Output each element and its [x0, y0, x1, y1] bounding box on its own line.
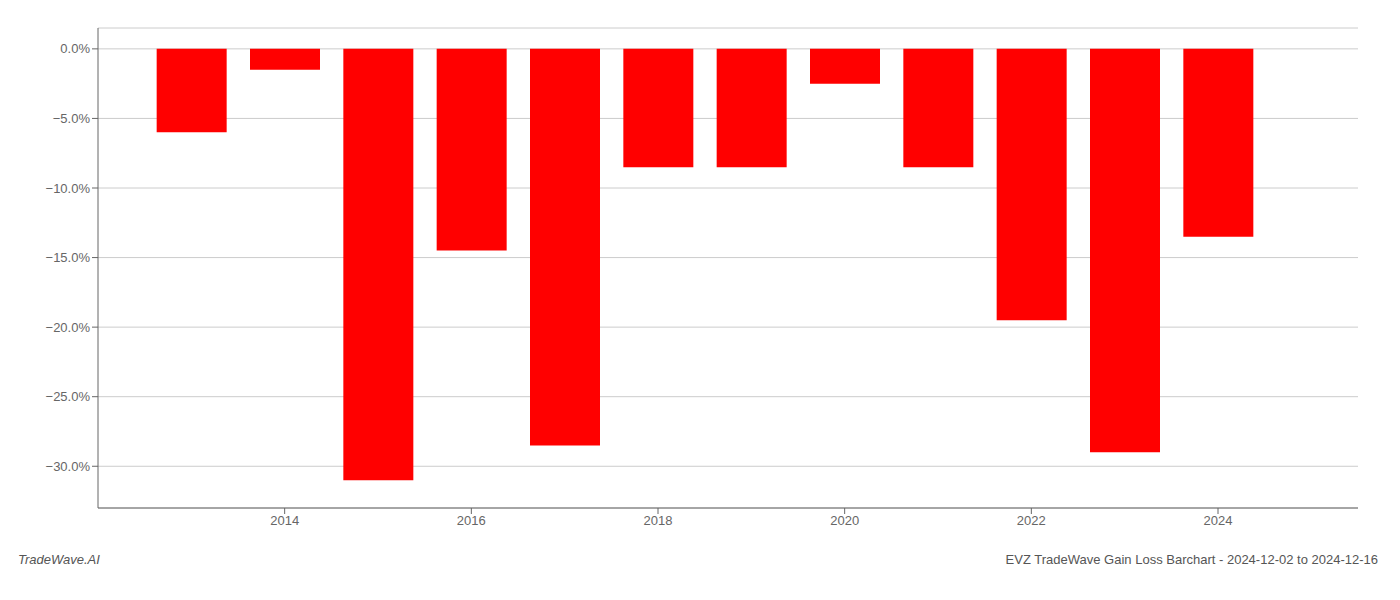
- svg-text:−10.0%: −10.0%: [46, 181, 91, 196]
- svg-text:2024: 2024: [1204, 513, 1233, 528]
- svg-text:−15.0%: −15.0%: [46, 250, 91, 265]
- svg-text:2016: 2016: [457, 513, 486, 528]
- html-text:TradeWave.AI: TradeWave.AI: [18, 552, 100, 567]
- svg-text:2014: 2014: [270, 513, 299, 528]
- svg-text:−30.0%: −30.0%: [46, 459, 91, 474]
- svg-text:−20.0%: −20.0%: [46, 320, 91, 335]
- svg-text:2022: 2022: [1017, 513, 1046, 528]
- svg-text:−5.0%: −5.0%: [53, 111, 91, 126]
- svg-text:−25.0%: −25.0%: [46, 389, 91, 404]
- html-text:EVZ TradeWave Gain Loss Barcha: EVZ TradeWave Gain Loss Barchart - 2024-…: [1005, 552, 1378, 567]
- svg-text:0.0%: 0.0%: [60, 41, 90, 56]
- svg-text:2020: 2020: [830, 513, 859, 528]
- svg-text:2018: 2018: [644, 513, 673, 528]
